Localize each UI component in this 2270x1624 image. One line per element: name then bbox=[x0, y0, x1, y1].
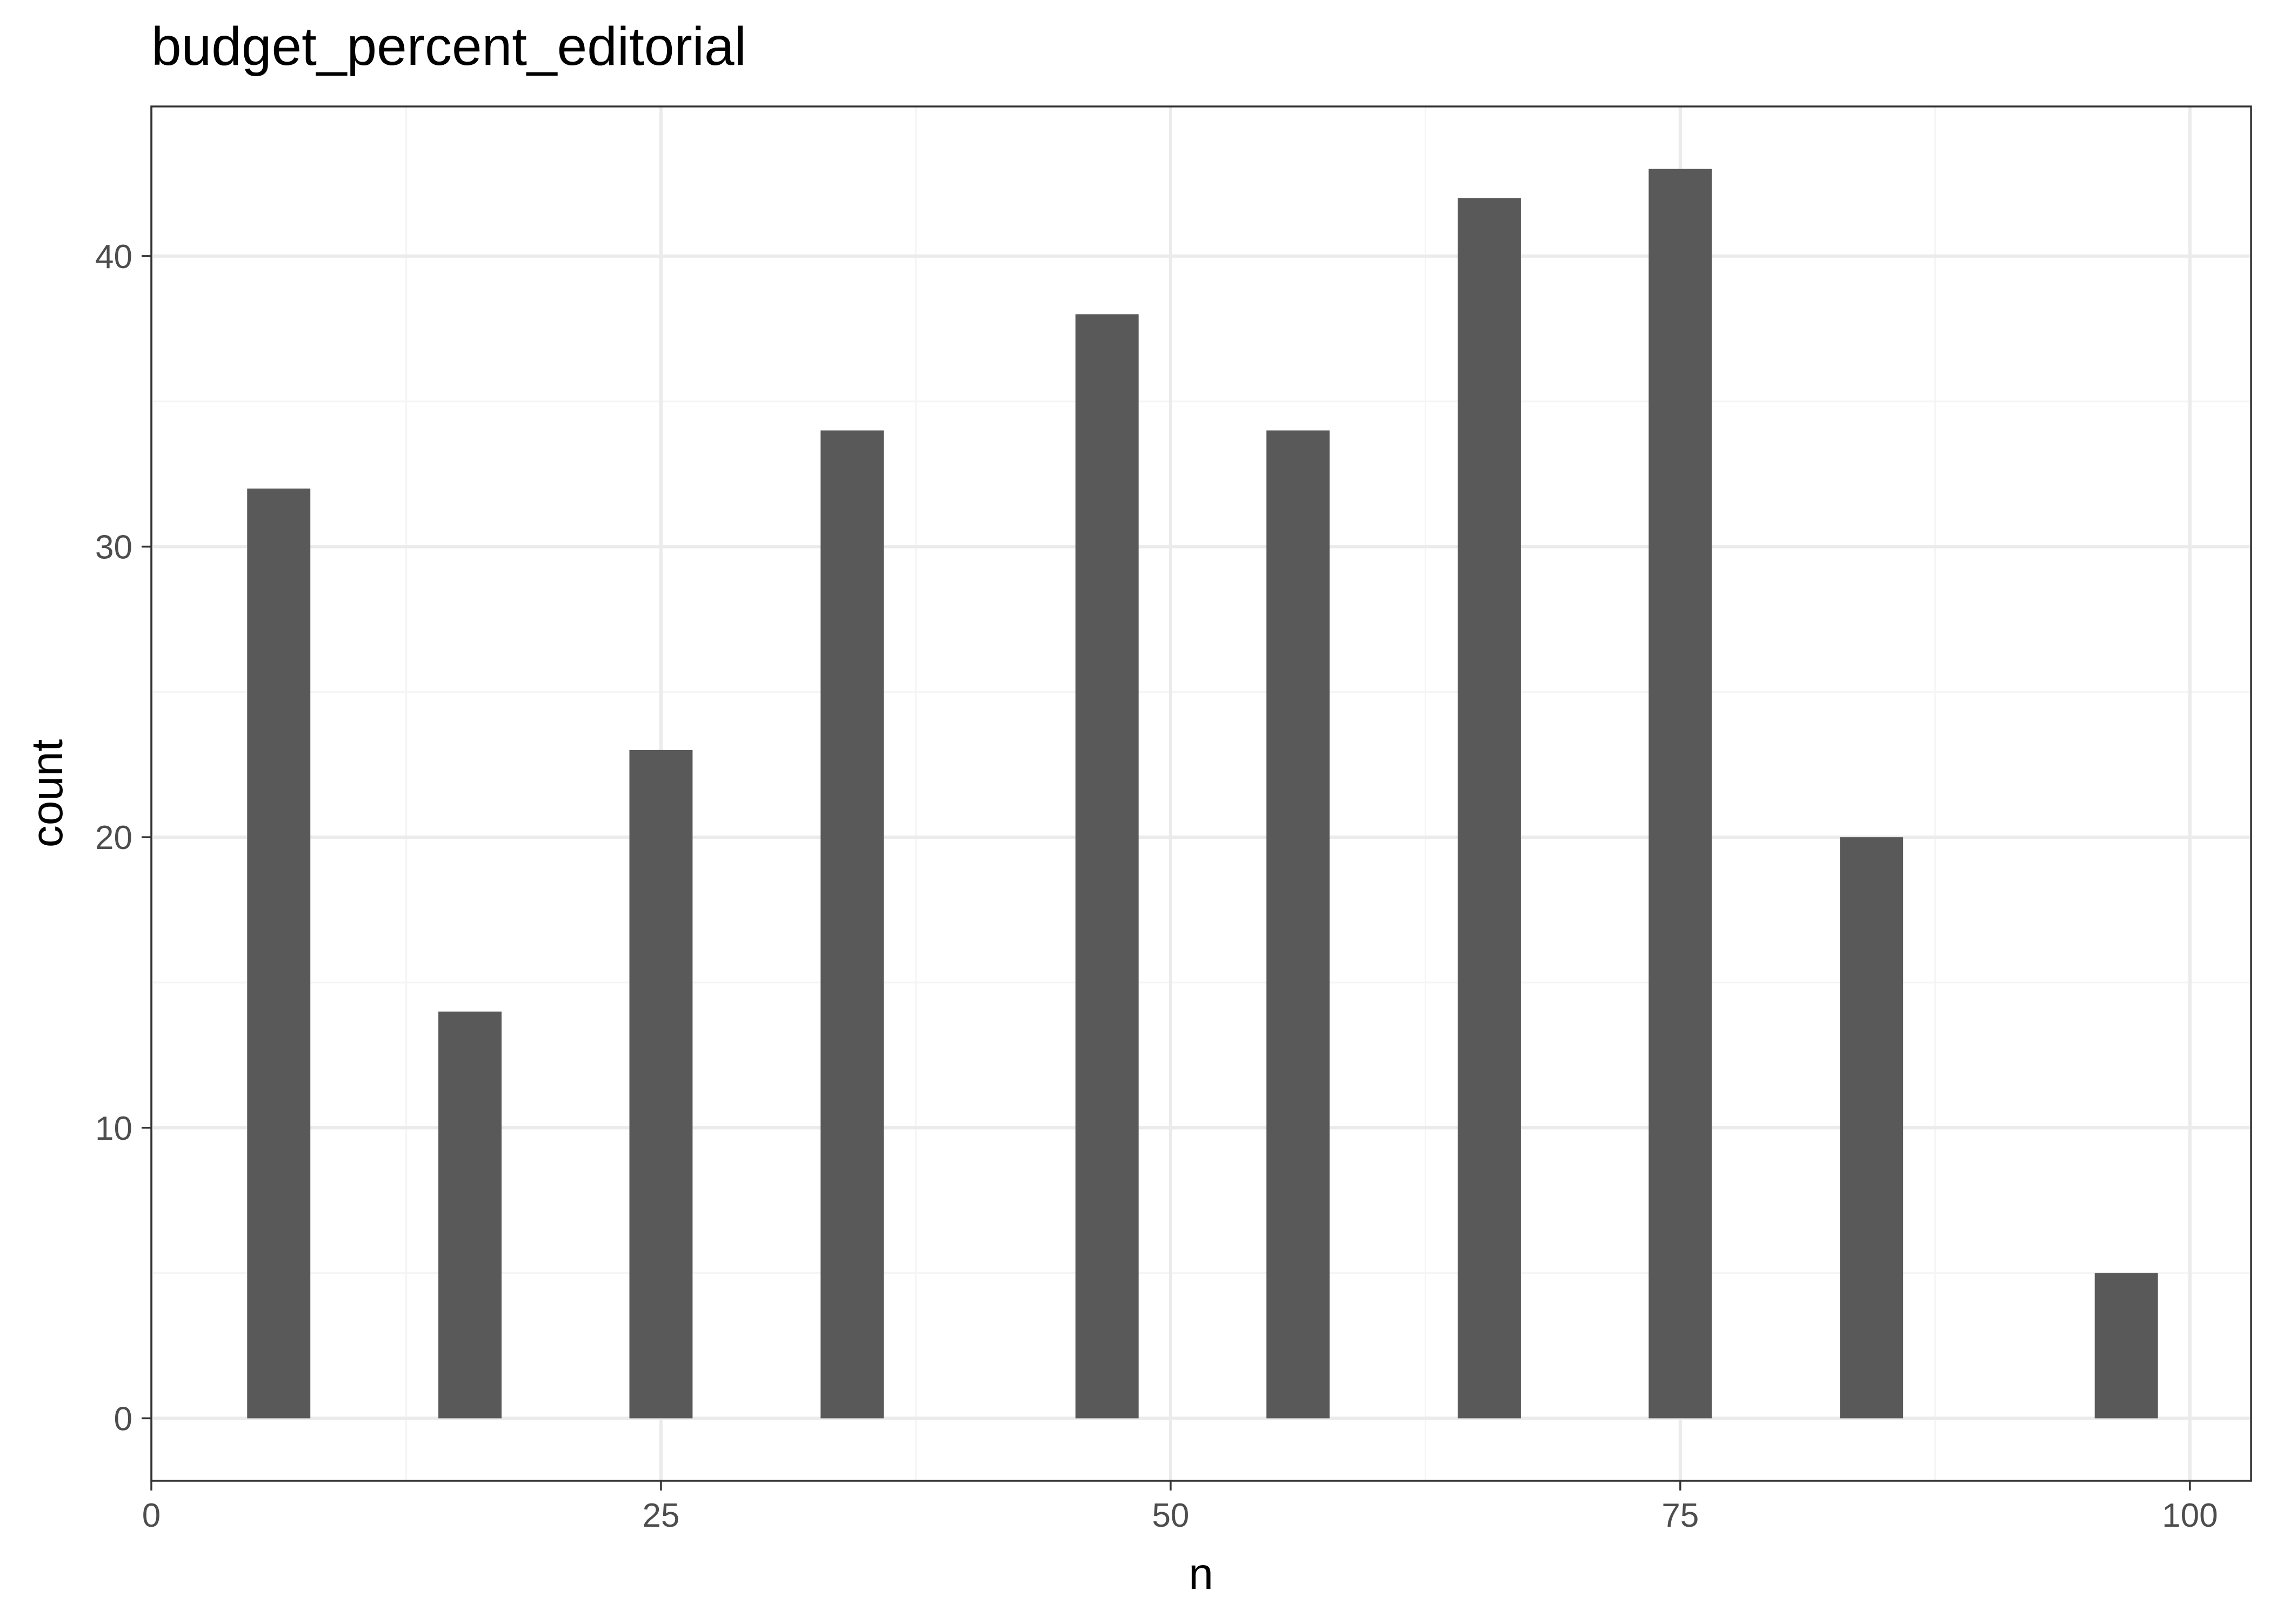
bar bbox=[247, 488, 311, 1419]
y-tick-label: 30 bbox=[95, 529, 132, 566]
bar bbox=[2094, 1273, 2158, 1419]
y-axis-ticks: 0 10 20 30 40 bbox=[95, 238, 151, 1438]
bar bbox=[1840, 837, 1904, 1419]
bar bbox=[1457, 198, 1521, 1419]
y-tick-label: 0 bbox=[114, 1400, 132, 1438]
x-axis-ticks: 0 25 50 75 100 bbox=[142, 1481, 2218, 1534]
bar bbox=[1266, 430, 1330, 1419]
y-axis-title: count bbox=[23, 739, 72, 847]
x-tick-label: 0 bbox=[142, 1497, 161, 1534]
chart-title: budget_percent_editorial bbox=[151, 16, 746, 77]
bar bbox=[820, 430, 884, 1419]
x-tick-label: 25 bbox=[642, 1497, 679, 1534]
x-tick-label: 100 bbox=[2162, 1497, 2218, 1534]
x-tick-label: 75 bbox=[1661, 1497, 1699, 1534]
y-tick-label: 20 bbox=[95, 819, 132, 857]
bars bbox=[247, 169, 2158, 1419]
y-tick-label: 40 bbox=[95, 238, 132, 276]
y-tick-label: 10 bbox=[95, 1110, 132, 1147]
bar bbox=[1075, 314, 1139, 1419]
bar bbox=[438, 1011, 502, 1419]
x-axis-title: n bbox=[1189, 1549, 1213, 1599]
x-tick-label: 50 bbox=[1152, 1497, 1189, 1534]
bar bbox=[629, 750, 693, 1419]
panel-border bbox=[150, 105, 2252, 1482]
bar bbox=[1648, 169, 1712, 1419]
